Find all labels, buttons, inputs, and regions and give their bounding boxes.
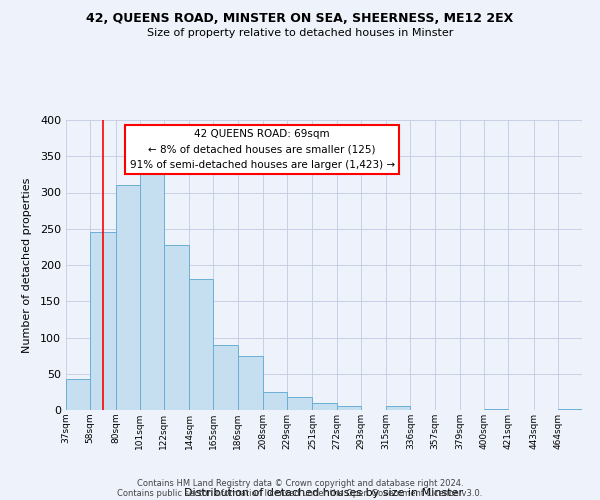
Text: 42, QUEENS ROAD, MINSTER ON SEA, SHEERNESS, ME12 2EX: 42, QUEENS ROAD, MINSTER ON SEA, SHEERNE… <box>86 12 514 26</box>
Bar <box>238 356 263 410</box>
Bar <box>313 403 337 410</box>
Text: Size of property relative to detached houses in Minster: Size of property relative to detached ho… <box>147 28 453 38</box>
Bar <box>214 345 238 410</box>
Bar <box>140 168 164 410</box>
X-axis label: Distribution of detached houses by size in Minster: Distribution of detached houses by size … <box>184 488 464 498</box>
Bar <box>386 406 410 410</box>
Bar <box>164 244 189 410</box>
Bar <box>116 184 140 410</box>
Bar <box>263 392 287 410</box>
Bar <box>90 232 116 410</box>
Y-axis label: Number of detached properties: Number of detached properties <box>22 178 32 352</box>
Text: Contains HM Land Registry data © Crown copyright and database right 2024.: Contains HM Land Registry data © Crown c… <box>137 478 463 488</box>
Bar <box>484 408 508 410</box>
Bar <box>66 379 90 410</box>
Bar <box>558 408 582 410</box>
Bar <box>337 406 361 410</box>
Text: Contains public sector information licensed under the Open Government Licence v3: Contains public sector information licen… <box>118 488 482 498</box>
Bar <box>189 279 214 410</box>
Text: 42 QUEENS ROAD: 69sqm
← 8% of detached houses are smaller (125)
91% of semi-deta: 42 QUEENS ROAD: 69sqm ← 8% of detached h… <box>130 128 395 170</box>
Bar <box>287 397 313 410</box>
